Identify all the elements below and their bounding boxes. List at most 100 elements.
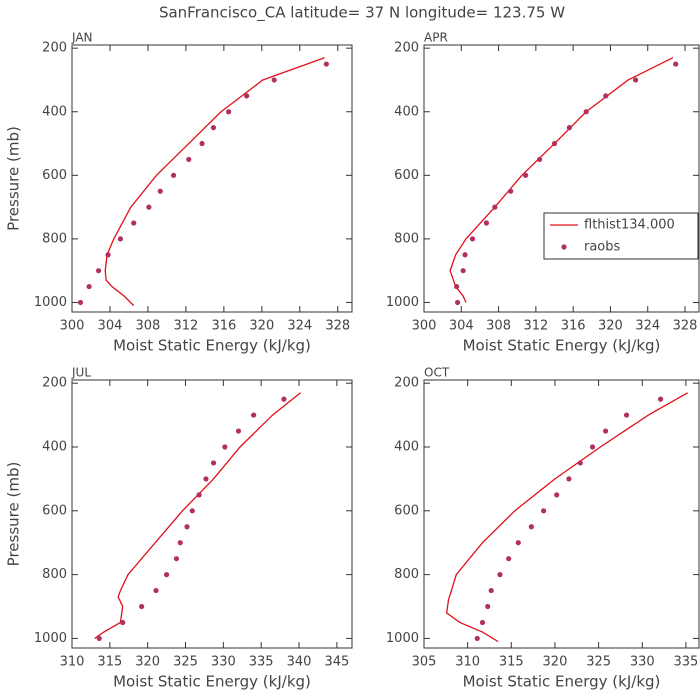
obs-point bbox=[131, 220, 137, 226]
y-tick-label: 200 bbox=[394, 41, 419, 56]
obs-point bbox=[222, 444, 228, 450]
obs-point bbox=[479, 619, 486, 626]
obs-point bbox=[657, 396, 664, 402]
obs-point bbox=[95, 268, 102, 274]
y-tick-label: 800 bbox=[394, 231, 419, 246]
obs-point bbox=[469, 236, 476, 242]
x-axis-label: Moist Static Energy (kJ/kg) bbox=[113, 337, 311, 355]
panel-title: JAN bbox=[71, 31, 93, 45]
obs-point bbox=[210, 460, 217, 466]
obs-point bbox=[120, 619, 126, 626]
x-tick-label: 340 bbox=[287, 655, 312, 670]
obs-point bbox=[577, 460, 583, 466]
profile-line bbox=[446, 392, 688, 643]
obs-point bbox=[485, 603, 491, 610]
obs-point bbox=[492, 204, 498, 210]
x-tick-label: 312 bbox=[173, 319, 198, 334]
obs-point bbox=[528, 524, 534, 530]
y-tick-label: 600 bbox=[394, 168, 419, 183]
y-tick-label: 1000 bbox=[386, 631, 419, 646]
obs-point bbox=[515, 540, 521, 546]
x-tick-label: 304 bbox=[98, 319, 123, 334]
x-tick-label: 324 bbox=[635, 319, 660, 334]
panel-title: APR bbox=[424, 31, 448, 45]
x-tick-label: 335 bbox=[249, 655, 274, 670]
y-axis-label: Pressure (mb) bbox=[5, 126, 23, 231]
obs-point bbox=[323, 61, 329, 67]
obs-point bbox=[497, 572, 503, 578]
y-tick-label: 400 bbox=[394, 104, 419, 119]
obs-point bbox=[157, 188, 163, 194]
obs-point bbox=[96, 635, 102, 642]
obs-point bbox=[454, 283, 460, 290]
profile-line bbox=[104, 57, 325, 307]
obs-point bbox=[77, 299, 84, 306]
obs-point bbox=[105, 252, 111, 258]
obs-point bbox=[474, 635, 480, 642]
x-tick-label: 304 bbox=[449, 319, 474, 334]
obs-point bbox=[203, 476, 209, 482]
x-tick-label: 320 bbox=[135, 655, 160, 670]
obs-point bbox=[460, 268, 466, 274]
x-tick-label: 328 bbox=[325, 319, 350, 334]
obs-point bbox=[488, 587, 494, 594]
x-tick-label: 315 bbox=[499, 655, 524, 670]
y-tick-label: 600 bbox=[42, 168, 67, 183]
obs-point bbox=[589, 444, 596, 450]
x-tick-label: 300 bbox=[412, 319, 437, 334]
obs-point bbox=[86, 283, 92, 290]
y-tick-label: 600 bbox=[394, 503, 419, 518]
x-tick-label: 320 bbox=[598, 319, 623, 334]
x-tick-label: 312 bbox=[523, 319, 548, 334]
y-tick-label: 200 bbox=[394, 376, 419, 391]
obs-point bbox=[244, 93, 250, 99]
obs-point bbox=[177, 540, 183, 546]
profile-line bbox=[94, 392, 301, 639]
x-tick-label: 305 bbox=[412, 655, 437, 670]
obs-point bbox=[186, 156, 192, 163]
x-tick-label: 316 bbox=[211, 319, 236, 334]
panel-title: OCT bbox=[424, 366, 450, 380]
plot-frame bbox=[71, 44, 353, 313]
x-axis-label: Moist Static Energy (kJ/kg) bbox=[463, 337, 661, 355]
obs-point bbox=[633, 77, 639, 83]
y-tick-label: 600 bbox=[42, 503, 67, 518]
obs-point bbox=[483, 220, 490, 226]
x-tick-label: 325 bbox=[586, 655, 611, 670]
obs-point bbox=[139, 603, 145, 610]
x-tick-label: 330 bbox=[211, 655, 236, 670]
y-tick-label: 400 bbox=[42, 440, 67, 455]
obs-point bbox=[210, 125, 217, 131]
legend-label: raobs bbox=[584, 240, 621, 255]
y-tick-label: 400 bbox=[42, 104, 67, 119]
x-tick-label: 308 bbox=[486, 319, 511, 334]
obs-point bbox=[235, 428, 242, 434]
y-tick-label: 800 bbox=[394, 567, 419, 582]
obs-point bbox=[196, 492, 202, 498]
plot-frame bbox=[423, 44, 700, 313]
x-tick-label: 310 bbox=[455, 655, 480, 670]
obs-point bbox=[251, 412, 257, 418]
y-tick-label: 200 bbox=[42, 41, 67, 56]
obs-point bbox=[170, 172, 177, 178]
x-tick-label: 315 bbox=[97, 655, 122, 670]
panel-title: JUL bbox=[71, 366, 91, 380]
obs-point bbox=[583, 109, 589, 115]
obs-point bbox=[184, 524, 190, 530]
obs-point bbox=[554, 492, 560, 498]
x-tick-label: 308 bbox=[136, 319, 161, 334]
y-tick-label: 400 bbox=[394, 440, 419, 455]
x-tick-label: 320 bbox=[249, 319, 274, 334]
obs-point bbox=[462, 252, 468, 258]
obs-point bbox=[536, 156, 543, 163]
x-tick-label: 325 bbox=[173, 655, 198, 670]
obs-point bbox=[566, 125, 573, 131]
obs-point bbox=[508, 188, 514, 194]
plot-frame bbox=[423, 379, 700, 649]
profile-line bbox=[449, 57, 674, 303]
x-tick-label: 345 bbox=[324, 655, 349, 670]
obs-point bbox=[523, 172, 529, 178]
plot-frame bbox=[71, 379, 353, 649]
x-tick-label: 300 bbox=[60, 319, 85, 334]
